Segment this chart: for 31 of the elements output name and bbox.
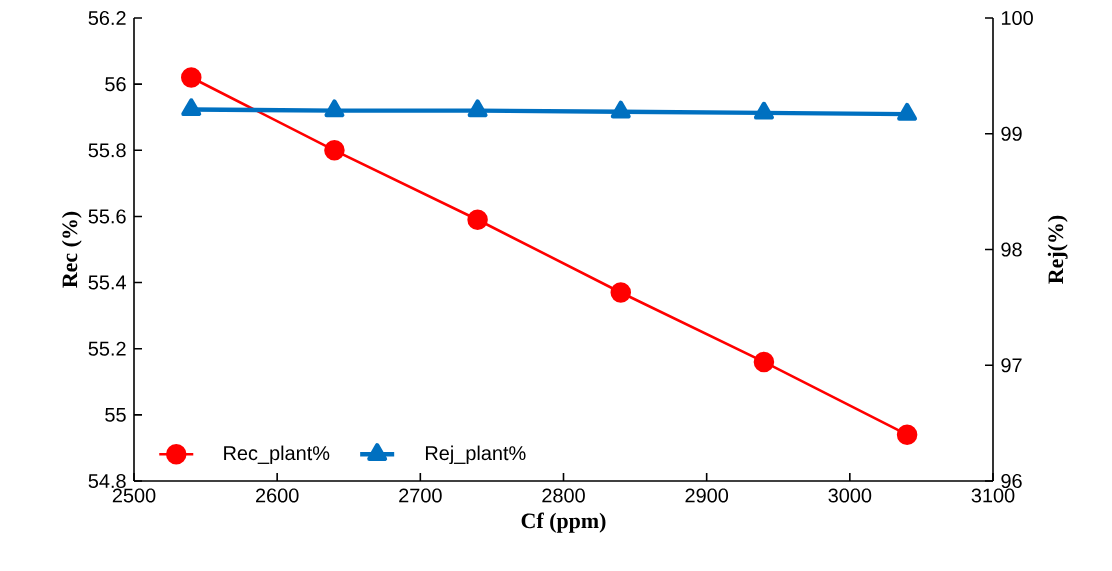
- point: [610, 282, 632, 303]
- y-tick-label: 55.8: [88, 143, 126, 158]
- point: [753, 351, 775, 373]
- point: [324, 140, 345, 161]
- y2-axis-title: Rej(%): [1047, 215, 1068, 284]
- y-tick-label: 55.4: [88, 275, 126, 290]
- x-tick-label: 3100: [971, 488, 1015, 503]
- y2-tick-label: 99: [1001, 126, 1022, 141]
- point: [467, 209, 488, 230]
- y-tick-label: 55: [105, 407, 126, 422]
- y2-tick-label: 97: [1001, 358, 1022, 373]
- x-tick-label: 2600: [256, 488, 299, 503]
- y-tick-label: 55.6: [88, 209, 126, 224]
- point: [181, 67, 202, 88]
- y2-tick-label: 96: [1001, 473, 1022, 489]
- y-axis-title: Rec (%): [61, 211, 82, 288]
- y-tick-label: 56: [105, 77, 126, 92]
- legend-label: Rec_plant%: [224, 445, 330, 465]
- x-tick-label: 2500: [112, 488, 156, 503]
- legend-label: Rej_plant%: [425, 445, 526, 465]
- x-tick-label: 2700: [399, 488, 442, 503]
- x-axis-title: Cf (ppm): [521, 512, 606, 533]
- y2-tick-label: 100: [1001, 10, 1033, 26]
- x-tick-label: 3000: [828, 488, 872, 503]
- x-tick-label: 2900: [685, 488, 729, 503]
- y2-tick-label: 98: [1001, 242, 1022, 257]
- point: [896, 424, 918, 445]
- y-tick-label: 54.8: [88, 473, 126, 489]
- x-tick-label: 2800: [542, 488, 585, 503]
- y-tick-label: 55.2: [88, 341, 126, 356]
- y-tick-label: 56.2: [88, 10, 126, 26]
